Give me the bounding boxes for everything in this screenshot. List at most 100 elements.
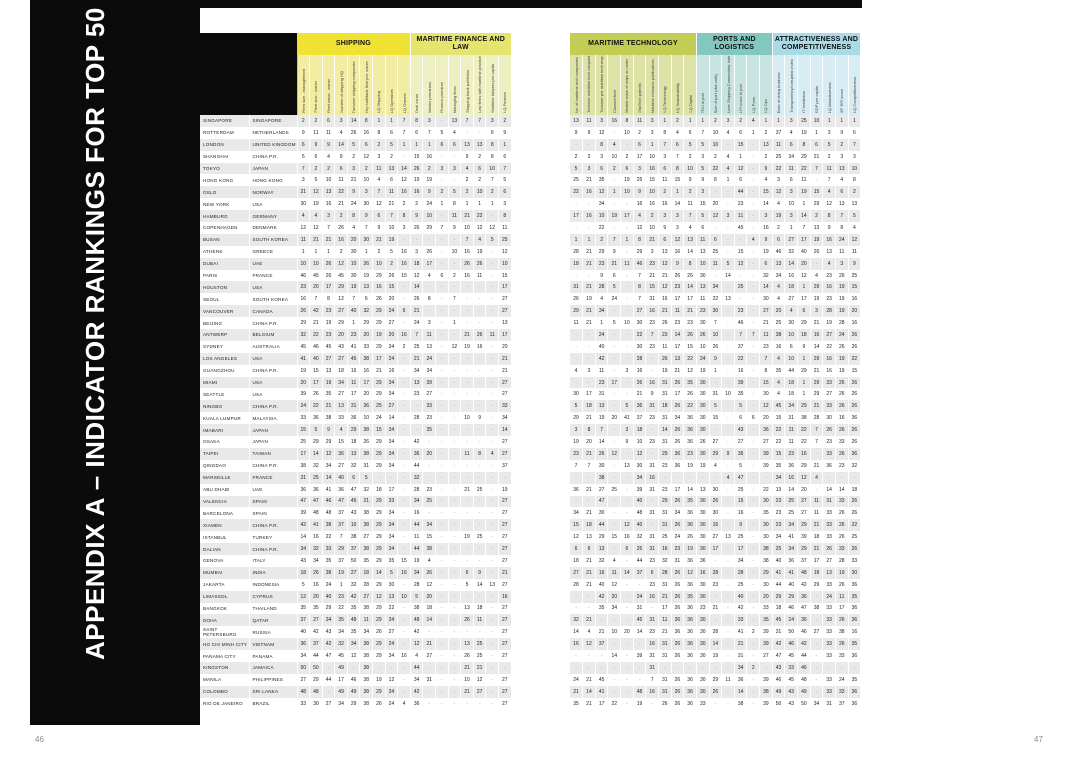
rank-cell: 23	[771, 495, 786, 508]
indicator-label-text: Number of shipping HQ	[338, 71, 344, 113]
rank-cell: 8	[448, 198, 462, 211]
rank-cell: 12	[709, 210, 723, 223]
rank-cell: 13	[771, 257, 786, 270]
rank-cell: -	[422, 459, 437, 472]
rank-cell: 47	[322, 650, 336, 662]
rank-cell: 1	[709, 364, 723, 377]
rank-cell: -	[620, 245, 634, 258]
rank-cell: -	[607, 661, 622, 674]
rank-cell: 25	[734, 281, 748, 294]
rank-cell: 16	[848, 626, 862, 639]
rank-cell: 30	[695, 412, 710, 425]
rank-cell: 26	[372, 626, 386, 639]
rank-cell: 36	[848, 697, 862, 710]
rank-cell: 23	[709, 578, 723, 591]
rank-cell: 16	[397, 257, 411, 270]
rank-cell: 18	[422, 602, 437, 615]
rank-cell: 27	[759, 436, 773, 448]
rank-cell: 14	[810, 340, 824, 353]
rank-cell: 34	[334, 697, 348, 710]
rank-cell: 26	[658, 352, 672, 365]
rank-cell: 30	[759, 578, 773, 591]
rank-cell: 11	[359, 614, 374, 627]
rank-cell: 6	[359, 293, 374, 306]
rank-cell: -	[397, 685, 411, 698]
rank-cell: 36	[671, 614, 685, 627]
rank-cell: 29	[372, 638, 386, 651]
rank-cell: 30	[359, 198, 374, 211]
rank-cell: 19	[633, 697, 647, 710]
rank-cell: -	[485, 459, 499, 472]
rank-cell: 4	[409, 650, 424, 662]
rank-cell: -	[473, 471, 487, 484]
rank-cell: 35	[385, 554, 399, 567]
rank-cell: -	[473, 305, 487, 318]
rank-cell: -	[570, 198, 584, 211]
rank-cell: 16	[645, 590, 659, 603]
rank-cell: 38	[359, 661, 374, 674]
rank-cell: -	[485, 352, 499, 365]
rank-cell: -	[397, 638, 411, 651]
rank-cell: 18	[372, 483, 386, 496]
rank-cell: 41	[347, 340, 361, 353]
rank-cell: 1	[695, 115, 710, 127]
rank-cell: 12	[658, 281, 672, 294]
rank-cell: -	[435, 495, 449, 508]
rank-cell: 12	[347, 650, 361, 662]
rank-cell: 20	[848, 305, 862, 318]
rank-cell: 2	[746, 661, 761, 674]
rank-cell: 15	[810, 186, 824, 199]
rank-cell: 1	[582, 233, 596, 246]
rank-cell: 3	[771, 174, 786, 187]
table-row: MANILA PHILIPPINES 27 29 44 17 46 38 19 12-34 31- -…	[200, 673, 512, 686]
rank-cell: 5	[359, 471, 374, 484]
rank-cell: 22	[683, 400, 697, 413]
rank-cell: -	[460, 471, 474, 484]
rank-cell: -	[709, 614, 723, 627]
rank-cell: 26	[709, 340, 723, 353]
rank-cell: -	[582, 269, 596, 282]
rank-cell: -	[322, 661, 336, 674]
rank-cell: 25	[797, 115, 811, 127]
indicator-label: Turnover maritime tech companies	[582, 55, 596, 115]
rank-cell: -	[435, 388, 449, 401]
rank-cell: 28	[359, 578, 374, 591]
rank-cell: 43	[347, 507, 361, 520]
rank-cell: 46	[797, 626, 811, 639]
rank-cell: 17	[620, 210, 634, 223]
rank-cell: 8	[322, 293, 336, 306]
rank-cell: 9	[582, 126, 596, 139]
rank-cell: 1	[347, 317, 361, 330]
rank-cell: 30	[695, 424, 710, 437]
rank-cell: -	[485, 519, 499, 532]
table-row: TOKYO JAPAN 7 2 2 6 3 2 11 13 14 26 2 3 3 4 6 10 7	[200, 162, 512, 175]
indicator-label-text: Maritime research publications	[649, 58, 655, 113]
rank-cell: 5	[385, 245, 399, 258]
rank-cell: -	[448, 174, 462, 187]
rank-cell: -	[485, 483, 499, 496]
rank-cell: 36	[848, 447, 862, 460]
rank-cell: 34	[385, 543, 399, 555]
rank-cell: 23	[322, 329, 336, 341]
rank-cell: 36	[683, 519, 697, 532]
rank-cell: 33	[822, 519, 836, 532]
rank-cell: 11	[473, 269, 487, 282]
rank-cell: 11	[784, 162, 799, 175]
rank-cell: 3	[721, 210, 735, 223]
page-title-line1: APPENDIX A – INDICATOR RANKINGS FOR	[80, 106, 110, 660]
rank-cell: 5	[570, 162, 584, 175]
rank-cell: 36	[409, 447, 424, 460]
rank-cell: 13	[460, 138, 474, 151]
rank-cell: -	[721, 198, 735, 211]
rank-cell: 19	[296, 364, 311, 377]
rank-cell: 33	[835, 650, 849, 662]
rank-cell: 26	[848, 388, 862, 401]
table-row: 28 21 40 12- -23 31 26 36 30 23-25-30 44 40 42 29 33 26…	[570, 578, 862, 591]
rank-cell: 12	[322, 447, 336, 460]
rank-cell: -	[620, 650, 634, 662]
rank-cell: 10	[633, 436, 647, 448]
category-band: MARITIME FINANCE AND LAW	[410, 33, 512, 55]
rank-cell: -	[746, 459, 761, 472]
rank-cell: 48	[409, 614, 424, 627]
rank-cell: -	[485, 507, 499, 520]
